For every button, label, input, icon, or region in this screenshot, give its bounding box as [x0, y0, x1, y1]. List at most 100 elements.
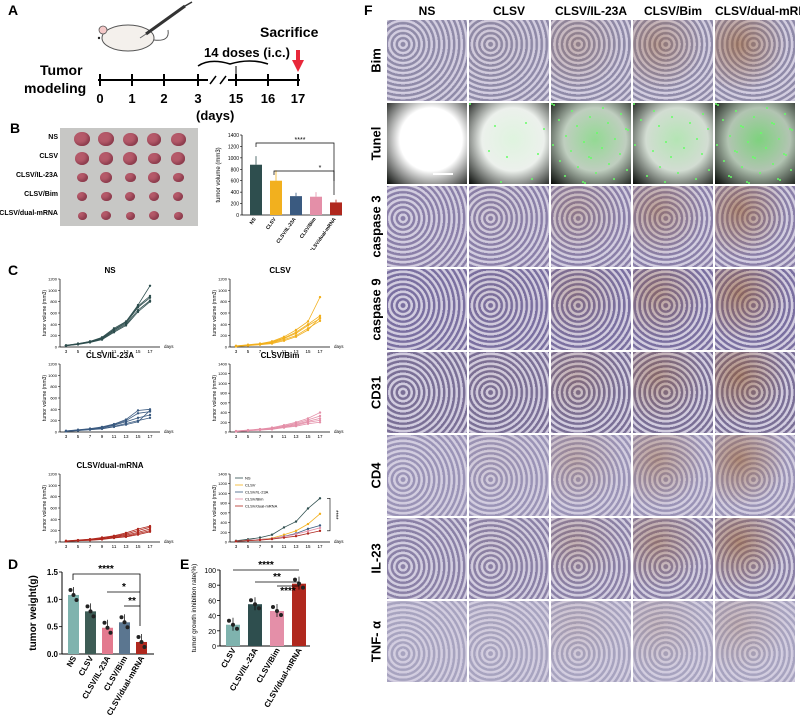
- data-point: [76, 342, 80, 345]
- x-tick-label: 17: [147, 544, 153, 549]
- bar: [330, 202, 342, 215]
- sacrifice-arrow-icon: [292, 50, 304, 72]
- data-point: [148, 294, 152, 298]
- chart-title: CLSV/IL-23A: [86, 351, 134, 360]
- data-point: [258, 428, 262, 432]
- micrograph: [469, 601, 549, 682]
- data-point: [257, 606, 261, 611]
- fluorescent-spot: [740, 125, 742, 127]
- data-point: [88, 428, 92, 431]
- fluorescent-spot: [771, 122, 773, 124]
- timeline-tick-label: 16: [260, 91, 276, 106]
- sig-label: ****: [332, 510, 338, 520]
- fluorescent-spot: [702, 113, 704, 115]
- y-tick-label: 1000: [218, 491, 228, 496]
- sig-label: **: [128, 596, 136, 607]
- fluorescent-spot: [543, 128, 545, 130]
- fluorescent-spot: [633, 103, 635, 105]
- y-axis-label: tumor volume (mm3): [216, 147, 222, 202]
- fluorescent-spot: [791, 129, 793, 131]
- micrograph: [551, 269, 631, 350]
- y-tick-label: 0: [236, 213, 239, 219]
- y-tick-label: 600: [220, 510, 227, 515]
- data-point: [148, 296, 152, 299]
- micrograph: [387, 186, 467, 267]
- fluorescent-spot: [741, 166, 743, 168]
- data-point: [301, 585, 305, 590]
- fluorescent-spot: [728, 175, 730, 177]
- series-line: [65, 295, 151, 346]
- bar: [248, 604, 262, 646]
- legend-label: CLSV/dual-mRNA: [245, 504, 278, 509]
- data-point: [112, 536, 116, 540]
- x-tick-label: CLSV/IL-23A: [276, 216, 298, 244]
- data-point: [136, 305, 140, 308]
- y-axis-label: tumor volume (mm3): [42, 290, 48, 336]
- data-point: [249, 598, 253, 603]
- fluorescent-spot: [715, 103, 717, 105]
- x-axis-label: days: [164, 344, 174, 349]
- y-tick-label: 400: [220, 322, 227, 327]
- data-point: [294, 424, 298, 428]
- x-tick-label: 5: [247, 349, 250, 354]
- data-point: [136, 308, 140, 312]
- sig-bracket: [273, 170, 335, 181]
- micrograph: [633, 518, 713, 599]
- row-label: TNF- α: [368, 620, 384, 662]
- x-tick-label: NS: [249, 216, 258, 226]
- micrograph: [551, 186, 631, 267]
- fluorescent-spot: [595, 172, 597, 174]
- tumor-sample: [100, 191, 112, 202]
- fluorescent-spot: [736, 151, 738, 153]
- chart-title: CLSV/dual-mRNA: [76, 461, 143, 470]
- tumor-sample: [147, 133, 161, 146]
- x-tick-label: 11: [282, 544, 287, 549]
- fluorescent-spot: [664, 181, 666, 183]
- x-tick-label: 17: [317, 434, 323, 439]
- row-label: Tunel: [368, 126, 384, 160]
- column-label: CLSV/dual-mRNA: [715, 4, 800, 18]
- fluorescent-spot: [708, 169, 710, 171]
- y-axis-label: tumor volume (mm3): [42, 375, 48, 421]
- tumor-photo: [60, 128, 198, 226]
- fluorescent-spot: [742, 126, 744, 128]
- row-label: caspase 3: [368, 194, 384, 258]
- sig-label: ****: [98, 564, 114, 575]
- x-tick-label: 3: [235, 434, 238, 439]
- tumor-sample: [74, 132, 90, 147]
- y-tick-label: 100: [204, 568, 216, 575]
- column-label: CLSV/Bim: [643, 4, 702, 18]
- timeline-tick-label: 0: [96, 91, 104, 106]
- syringe-icon: [139, 1, 193, 39]
- x-tick-label: 13: [293, 544, 299, 549]
- bar: [136, 641, 147, 654]
- chart-b-tumor-volume: 0 200 400 600 800 1000 1200 1400 tumor volume (m…: [216, 133, 342, 250]
- fluorescent-spot: [619, 153, 621, 155]
- y-tick-label: 1400: [218, 472, 228, 477]
- doses-label: 14 doses (i.c.): [204, 45, 290, 60]
- fluorescent-spot: [671, 116, 673, 118]
- x-tick-label: CLSV: [219, 646, 238, 670]
- data-point: [136, 634, 141, 639]
- fluorescent-spot: [683, 147, 685, 149]
- tumor-sample: [148, 172, 160, 183]
- fluorescent-spot: [652, 150, 654, 152]
- x-tick-label: 7: [259, 434, 262, 439]
- y-tick-label: 0: [225, 540, 228, 545]
- x-tick-label: 3: [235, 349, 238, 354]
- micrograph: [387, 518, 467, 599]
- data-point: [275, 609, 279, 614]
- chart-e-inhibition-rate: 0 20 40 60 80 100 tumor growth inhibition rate…: [191, 560, 310, 709]
- x-tick-label: 3: [235, 544, 238, 549]
- photo-row-label: NS: [48, 134, 58, 141]
- y-tick-label: 800: [220, 391, 227, 396]
- fluorescent-spot: [765, 147, 767, 149]
- legend-label: CLSV: [245, 483, 256, 488]
- data-point: [306, 324, 310, 327]
- fluorescent-spot: [614, 138, 616, 140]
- data-point: [318, 524, 322, 527]
- data-point: [76, 539, 80, 542]
- chart-title: NS: [104, 266, 116, 275]
- tumor-label: Tumor: [40, 62, 83, 78]
- data-point: [112, 328, 116, 331]
